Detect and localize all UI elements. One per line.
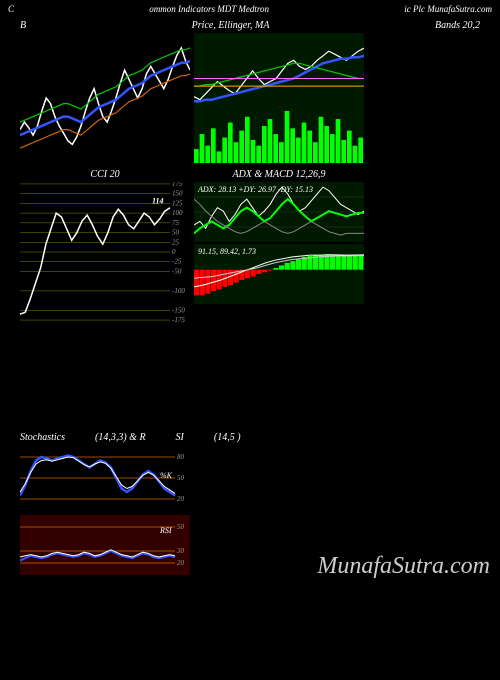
- svg-text:75: 75: [172, 219, 180, 227]
- svg-text:ADX: 28.13 +DY: 26.97 -DY: 15.: ADX: 28.13 +DY: 26.97 -DY: 15.13: [197, 185, 313, 194]
- title-bands: Bands 20,2: [435, 18, 480, 33]
- rsi-chart: 50 30 20 RSI: [20, 515, 190, 575]
- stoch-chart: 80 50 20 %K: [20, 443, 190, 513]
- stoch-title-2: (14,3,3) & R: [95, 432, 146, 443]
- svg-text:20: 20: [177, 559, 185, 567]
- row-2-titles: CCI 20 ADX & MACD 12,26,9: [0, 163, 500, 182]
- bbands-panel: [20, 33, 190, 163]
- cci-title: CCI 20: [20, 167, 190, 182]
- svg-text:20: 20: [177, 495, 185, 503]
- svg-text:125: 125: [172, 199, 183, 207]
- vol-ma-panel: [194, 33, 364, 163]
- watermark: MunafaSutra.com: [317, 553, 490, 580]
- adx-chart: ADX: 28.13 +DY: 26.97 -DY: 15.13: [194, 182, 364, 242]
- stoch-title-row: Stochastics (14,3,3) & R SI (14,5 ): [0, 432, 500, 443]
- svg-text:-175: -175: [172, 316, 185, 322]
- svg-text:50: 50: [172, 229, 180, 237]
- adx-title: ADX & MACD 12,26,9: [194, 167, 364, 182]
- spacer: [0, 322, 500, 432]
- header-right: ic Plc MunafaSutra.com: [404, 4, 492, 14]
- stoch-title-1: Stochastics: [20, 432, 65, 443]
- cci-panel: 175 150125 100 75 5025 0 -25-50 -100 -150 -175 114: [20, 182, 190, 322]
- page-header: C ommon Indicators MDT Medtron ic Plc Mu…: [0, 0, 500, 18]
- macd-chart: 91.15, 89.42, 1.73: [194, 244, 364, 304]
- svg-text:80: 80: [177, 453, 185, 461]
- svg-text:175: 175: [172, 182, 183, 188]
- svg-text:%K: %K: [160, 471, 173, 480]
- cci-chart: 175 150125 100 75 5025 0 -25-50 -100 -150 -175 114: [20, 182, 190, 322]
- title-b: B: [20, 18, 26, 33]
- top-title-row: B Price, Ellinger, MA Bands 20,2: [0, 18, 500, 33]
- svg-text:-100: -100: [172, 287, 185, 295]
- svg-text:91.15, 89.42, 1.73: 91.15, 89.42, 1.73: [198, 247, 256, 256]
- svg-text:RSI: RSI: [159, 526, 172, 535]
- title-price: Price, Ellinger, MA: [192, 18, 270, 33]
- header-center: ommon Indicators MDT Medtron: [149, 4, 269, 14]
- svg-text:-50: -50: [172, 267, 182, 275]
- header-left: C: [8, 4, 14, 14]
- svg-text:150: 150: [172, 190, 183, 198]
- svg-text:-25: -25: [172, 258, 182, 266]
- row-2: 175 150125 100 75 5025 0 -25-50 -100 -150 -175 114…: [0, 182, 500, 322]
- adx-macd-panel: ADX: 28.13 +DY: 26.97 -DY: 15.13 91.15, …: [194, 182, 364, 322]
- svg-text:25: 25: [172, 238, 180, 246]
- svg-text:100: 100: [172, 209, 183, 217]
- row-1: [0, 33, 500, 163]
- stoch-title-3: SI: [176, 432, 184, 443]
- svg-text:-150: -150: [172, 306, 185, 314]
- bbands-chart: [20, 33, 190, 163]
- svg-text:0: 0: [172, 248, 176, 256]
- svg-text:50: 50: [177, 523, 185, 531]
- svg-text:114: 114: [152, 197, 164, 206]
- svg-text:30: 30: [176, 547, 185, 555]
- svg-text:50: 50: [177, 474, 185, 482]
- vol-ma-chart: [194, 33, 364, 163]
- stoch-title-4: (14,5 ): [214, 432, 241, 443]
